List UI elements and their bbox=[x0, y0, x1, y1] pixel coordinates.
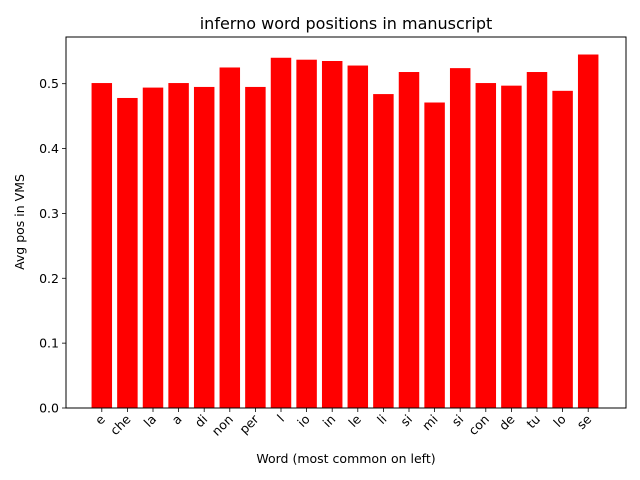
bar-16 bbox=[501, 85, 522, 409]
bar-9 bbox=[321, 61, 343, 408]
bar-11 bbox=[373, 94, 394, 408]
bar-13 bbox=[424, 102, 445, 408]
bar-19 bbox=[577, 54, 599, 408]
bar-5 bbox=[219, 67, 241, 408]
y-axis-ticks: 0.0 0.1 0.2 0.3 0.4 0.5 bbox=[39, 76, 66, 416]
bar-17 bbox=[526, 72, 548, 409]
y-tick-label: 0.5 bbox=[39, 76, 59, 91]
bar-6 bbox=[245, 86, 266, 408]
y-tick-label: 0.2 bbox=[39, 271, 59, 286]
plot-frame bbox=[65, 36, 627, 409]
bar-4 bbox=[193, 86, 215, 408]
bar-15 bbox=[475, 83, 497, 409]
bars-group bbox=[91, 54, 599, 409]
bar-2 bbox=[142, 87, 164, 408]
bar-3 bbox=[168, 83, 189, 409]
x-axis-label: Word (most common on left) bbox=[256, 451, 435, 466]
y-tick-label: 0.3 bbox=[39, 206, 59, 221]
chart-title: inferno word positions in manuscript bbox=[200, 14, 493, 33]
bar-7 bbox=[270, 57, 292, 408]
bar-14 bbox=[449, 68, 471, 408]
bar-10 bbox=[347, 65, 369, 408]
y-tick-label: 0.0 bbox=[39, 401, 59, 416]
bar-8 bbox=[296, 59, 317, 408]
bar-0 bbox=[91, 83, 113, 409]
y-tick-label: 0.1 bbox=[39, 336, 59, 351]
bar-18 bbox=[552, 90, 573, 408]
y-axis-label: Avg pos in VMS bbox=[12, 174, 27, 270]
bar-1 bbox=[117, 97, 138, 408]
bar-12 bbox=[398, 72, 420, 409]
y-tick-label: 0.4 bbox=[39, 141, 59, 156]
